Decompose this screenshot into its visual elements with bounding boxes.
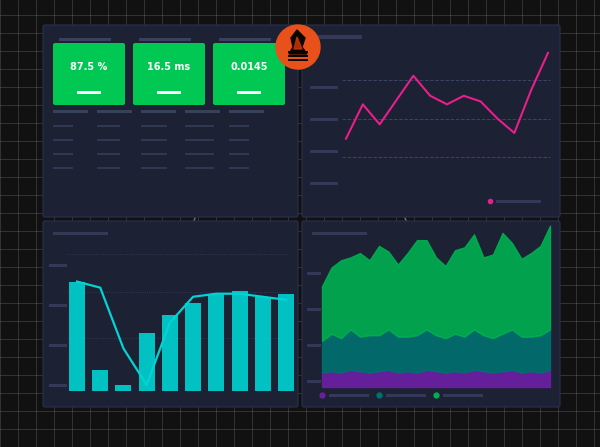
- Bar: [208, 294, 224, 391]
- Bar: [53, 110, 88, 113]
- Bar: [49, 304, 67, 307]
- Bar: [162, 315, 178, 391]
- Bar: [141, 125, 167, 127]
- Bar: [386, 394, 426, 397]
- Bar: [185, 152, 214, 155]
- Bar: [92, 370, 108, 391]
- Bar: [229, 110, 264, 113]
- Bar: [53, 232, 108, 235]
- FancyBboxPatch shape: [43, 25, 298, 217]
- Polygon shape: [289, 30, 307, 54]
- Bar: [141, 166, 167, 169]
- FancyBboxPatch shape: [302, 221, 560, 407]
- Circle shape: [276, 25, 320, 69]
- Bar: [307, 380, 321, 383]
- Text: 0.0145: 0.0145: [230, 62, 268, 72]
- Bar: [141, 110, 176, 113]
- Text: 16.5 ms: 16.5 ms: [148, 62, 191, 72]
- Bar: [237, 91, 261, 94]
- Bar: [97, 139, 120, 141]
- Bar: [312, 35, 362, 39]
- Bar: [157, 91, 181, 94]
- Bar: [307, 308, 321, 311]
- Polygon shape: [294, 37, 302, 49]
- Bar: [53, 139, 73, 141]
- Bar: [229, 125, 249, 127]
- Bar: [97, 152, 120, 155]
- Bar: [49, 384, 67, 387]
- Bar: [185, 125, 214, 127]
- Bar: [310, 150, 338, 153]
- Bar: [185, 166, 214, 169]
- Bar: [139, 333, 155, 391]
- Bar: [229, 139, 249, 141]
- Bar: [115, 385, 131, 391]
- Bar: [97, 166, 120, 169]
- Bar: [443, 394, 483, 397]
- FancyBboxPatch shape: [133, 43, 205, 105]
- Bar: [310, 118, 338, 121]
- Bar: [232, 291, 248, 391]
- Bar: [312, 232, 367, 235]
- Bar: [185, 110, 220, 113]
- Bar: [307, 344, 321, 347]
- Bar: [53, 125, 73, 127]
- Bar: [53, 166, 73, 169]
- Bar: [49, 344, 67, 347]
- Bar: [310, 86, 338, 89]
- Bar: [185, 139, 214, 141]
- FancyBboxPatch shape: [53, 43, 125, 105]
- Bar: [97, 125, 120, 127]
- Bar: [49, 264, 67, 267]
- Bar: [229, 166, 249, 169]
- Bar: [139, 38, 191, 41]
- Bar: [97, 110, 132, 113]
- Bar: [77, 91, 101, 94]
- Bar: [496, 200, 541, 203]
- Bar: [288, 51, 308, 53]
- Bar: [310, 182, 338, 185]
- FancyBboxPatch shape: [302, 25, 560, 217]
- Bar: [59, 38, 111, 41]
- Bar: [69, 282, 85, 391]
- FancyBboxPatch shape: [43, 221, 298, 407]
- Bar: [288, 59, 308, 61]
- Bar: [307, 272, 321, 275]
- Bar: [219, 38, 271, 41]
- Text: 87.5 %: 87.5 %: [70, 62, 107, 72]
- Bar: [141, 139, 167, 141]
- FancyBboxPatch shape: [213, 43, 285, 105]
- Bar: [278, 294, 294, 391]
- Bar: [255, 297, 271, 391]
- Bar: [288, 55, 308, 57]
- Bar: [141, 152, 167, 155]
- Bar: [329, 394, 369, 397]
- Bar: [53, 152, 73, 155]
- Bar: [185, 303, 201, 391]
- Bar: [229, 152, 249, 155]
